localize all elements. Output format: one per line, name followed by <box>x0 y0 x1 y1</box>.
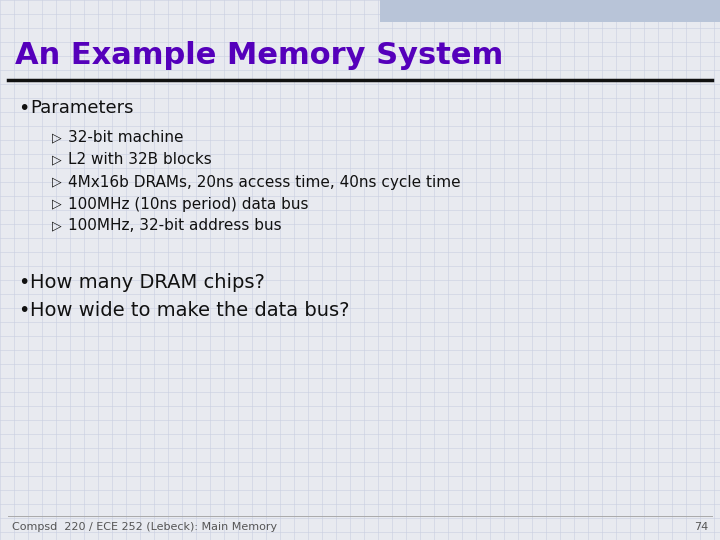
Text: •: • <box>18 300 30 320</box>
Text: How wide to make the data bus?: How wide to make the data bus? <box>30 300 349 320</box>
Text: 4Mx16b DRAMs, 20ns access time, 40ns cycle time: 4Mx16b DRAMs, 20ns access time, 40ns cyc… <box>68 174 461 190</box>
Text: •: • <box>18 98 30 118</box>
Text: ▷: ▷ <box>52 132 62 145</box>
Text: 100MHz, 32-bit address bus: 100MHz, 32-bit address bus <box>68 219 282 233</box>
Text: 100MHz (10ns period) data bus: 100MHz (10ns period) data bus <box>68 197 308 212</box>
Text: Compsd  220 / ECE 252 (Lebeck): Main Memory: Compsd 220 / ECE 252 (Lebeck): Main Memo… <box>12 522 277 532</box>
Text: L2 with 32B blocks: L2 with 32B blocks <box>68 152 212 167</box>
Text: ▷: ▷ <box>52 176 62 188</box>
Text: How many DRAM chips?: How many DRAM chips? <box>30 273 265 292</box>
Text: ▷: ▷ <box>52 198 62 211</box>
Bar <box>380 0 720 22</box>
Text: 32-bit machine: 32-bit machine <box>68 131 184 145</box>
Text: ▷: ▷ <box>52 153 62 166</box>
Text: 74: 74 <box>694 522 708 532</box>
Text: •: • <box>18 273 30 292</box>
Text: ▷: ▷ <box>52 219 62 233</box>
Text: Parameters: Parameters <box>30 99 133 117</box>
Text: An Example Memory System: An Example Memory System <box>15 40 503 70</box>
